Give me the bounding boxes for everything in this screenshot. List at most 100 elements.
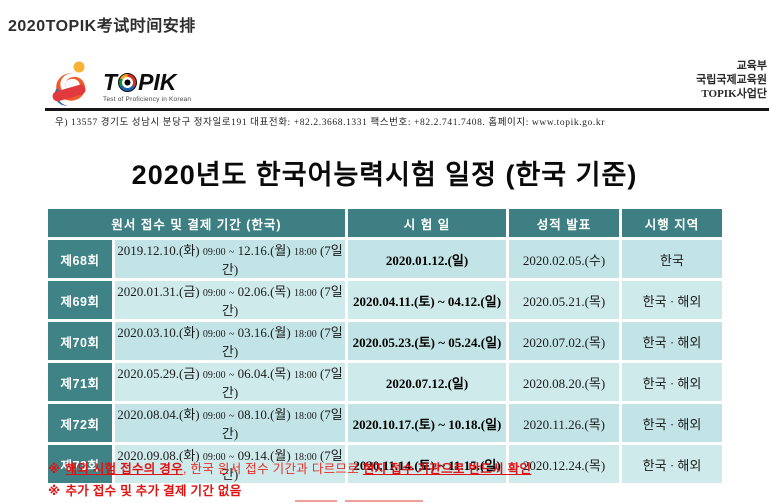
exam-date: 2020.05.23.(토) ~ 05.24.(일): [348, 322, 507, 360]
region: 한국: [622, 240, 723, 278]
period-duration: (7일간): [221, 325, 343, 359]
asterisk-marker: ※: [48, 483, 61, 498]
period-duration: (7일간): [221, 366, 343, 400]
table-row: 제69회 2020.01.31.(금) 09:00 ~ 02.06.(목) 18…: [48, 281, 723, 319]
topik-logotype: T PIK Test of Proficiency in Korean: [103, 69, 192, 104]
schedule-table: 원서 접수 및 결제 기간 (한국) 시 험 일 성적 발표 시행 지역 제68…: [45, 206, 725, 486]
agency-line-3: TOPIK사업단: [701, 87, 767, 100]
period-end-time: 18:00: [293, 329, 317, 340]
exam-date: 2020.07.12.(일): [348, 363, 507, 401]
footnote-strong-1: 해외 시험 접수의 경우: [65, 462, 183, 476]
registration-period: 2019.12.10.(화) 09:00 ~ 12.16.(월) 18:00 (…: [115, 240, 346, 278]
period-start-time: 09:00: [202, 247, 226, 258]
period-start-date: 2020.05.29.(금): [117, 366, 200, 381]
period-start-date: 2019.12.10.(화): [117, 243, 200, 258]
agency-line-1: 교육부: [736, 60, 767, 72]
registration-period: 2020.05.29.(금) 09:00 ~ 06.04.(목) 18:00 (…: [115, 363, 346, 401]
round-label: 제69회: [48, 281, 112, 319]
table-row: 제72회 2020.08.04.(화) 09:00 ~ 08.10.(월) 18…: [48, 404, 723, 442]
period-start-date: 2020.01.31.(금): [117, 284, 200, 299]
period-end-time: 18:00: [293, 288, 317, 299]
registration-period: 2020.08.04.(화) 09:00 ~ 08.10.(월) 18:00 (…: [115, 404, 346, 442]
period-start-time: 09:00: [202, 329, 226, 340]
exam-date: 2020.01.12.(일): [348, 240, 507, 278]
agency-block: 교육부 국립국제교육원 TOPIK사업단: [696, 60, 767, 101]
table-row: 제71회 2020.05.29.(금) 09:00 ~ 06.04.(목) 18…: [48, 363, 723, 401]
period-end-date: 02.06.(목): [237, 284, 291, 299]
round-label: 제68회: [48, 240, 112, 278]
period-duration: (7일간): [221, 448, 343, 482]
round-label: 제70회: [48, 322, 112, 360]
letterhead: T PIK Test of Proficiency in Korean 교육부 국…: [45, 60, 769, 108]
region: 한국 · 해외: [622, 363, 723, 401]
contact-line: 우) 13557 경기도 성남시 분당구 정자일로191 대표전화: +82.2…: [55, 118, 605, 128]
exam-date: 2020.10.17.(토) ~ 10.18.(일): [348, 404, 507, 442]
exam-date: 2020.04.11.(토) ~ 04.12.(일): [348, 281, 507, 319]
topik-logo-swirl-icon: [52, 61, 86, 106]
registration-period: 2020.01.31.(금) 09:00 ~ 02.06.(목) 18:00 (…: [115, 281, 346, 319]
period-start-time: 09:00: [202, 452, 226, 463]
period-separator: ~: [228, 329, 235, 340]
period-start-time: 09:00: [202, 411, 226, 422]
period-duration: (7일간): [221, 284, 343, 318]
period-separator: ~: [228, 370, 235, 381]
cutoff-text-fragment: [345, 500, 423, 502]
period-separator: ~: [228, 452, 235, 463]
letterhead-divider: [45, 108, 769, 111]
period-duration: (7일간): [221, 407, 343, 441]
asterisk-marker: ※: [48, 462, 61, 476]
region: 한국 · 해외: [622, 404, 723, 442]
period-end-date: 12.16.(월): [237, 243, 291, 258]
period-end-date: 08.10.(월): [237, 407, 291, 422]
registration-period: 2020.03.10.(화) 09:00 ~ 03.16.(월) 18:00 (…: [115, 322, 346, 360]
registration-period: 2020.09.08.(화) 09:00 ~ 09.14.(월) 18:00 (…: [115, 445, 346, 483]
schedule-title: 2020년도 한국어능력시험 일정 (한국 기준): [131, 160, 638, 190]
period-end-time: 18:00: [293, 411, 317, 422]
table-row: 제73회 2020.09.08.(화) 09:00 ~ 09.14.(월) 18…: [48, 445, 723, 483]
result-date: 2020.02.05.(수): [509, 240, 620, 278]
period-start-date: 2020.08.04.(화): [117, 407, 200, 422]
brand-letters-pik: PIK: [138, 69, 177, 95]
period-end-time: 18:00: [293, 370, 317, 381]
period-start-time: 09:00: [202, 370, 226, 381]
period-end-time: 18:00: [293, 452, 317, 463]
table-row: 제70회 2020.03.10.(화) 09:00 ~ 03.16.(월) 18…: [48, 322, 723, 360]
topik-logo: T PIK Test of Proficiency in Korean: [45, 60, 191, 108]
period-separator: ~: [228, 247, 235, 258]
period-separator: ~: [228, 411, 235, 422]
round-label: 제73회: [48, 445, 112, 483]
period-end-date: 09.14.(월): [237, 448, 291, 463]
footnote-text: 추가 접수 및 추가 결제 기간 없음: [65, 483, 242, 498]
period-start-date: 2020.03.10.(화): [117, 325, 200, 340]
cutoff-text-fragment: [295, 500, 337, 502]
agency-line-2: 국립국제교육원: [696, 73, 767, 86]
period-separator: ~: [228, 288, 235, 299]
footnote-mid: , 한국 원서 접수 기간과 다르므로: [182, 462, 363, 476]
brand-letter-t: T: [103, 69, 118, 95]
col-header-period: 원서 접수 및 결제 기간 (한국): [48, 209, 346, 237]
col-header-exam-date: 시 험 일: [348, 209, 507, 237]
page-title: 2020TOPIK考试时间安排: [8, 18, 196, 35]
table-row: 제68회 2019.12.10.(화) 09:00 ~ 12.16.(월) 18…: [48, 240, 723, 278]
footnote-strong-2: 현지 접수 기관으로 반드시 확인: [362, 462, 532, 476]
result-date: 2020.08.20.(목): [509, 363, 620, 401]
region: 한국 · 해외: [622, 445, 723, 483]
table-header-row: 원서 접수 및 결제 기간 (한국) 시 험 일 성적 발표 시행 지역: [48, 209, 723, 237]
period-start-date: 2020.09.08.(화): [117, 448, 200, 463]
period-duration: (7일간): [221, 243, 343, 277]
round-label: 제72회: [48, 404, 112, 442]
col-header-result-date: 성적 발표: [509, 209, 620, 237]
period-end-date: 06.04.(목): [237, 366, 291, 381]
round-label: 제71회: [48, 363, 112, 401]
topik-o-globe-icon: [118, 73, 138, 92]
footnote-overseas: ※ 해외 시험 접수의 경우, 한국 원서 접수 기간과 다르므로 현지 접수 기…: [48, 459, 531, 481]
logo-tagline: Test of Proficiency in Korean: [103, 96, 192, 103]
exam-date: 2020.11.14.(토) ~ 11.15.(일): [348, 445, 507, 483]
period-start-time: 09:00: [202, 288, 226, 299]
result-date: 2020.05.21.(목): [509, 281, 620, 319]
result-date: 2020.07.02.(목): [509, 322, 620, 360]
col-header-region: 시행 지역: [622, 209, 723, 237]
period-end-time: 18:00: [293, 247, 317, 258]
period-end-date: 03.16.(월): [237, 325, 291, 340]
footnote-no-extension: ※ 추가 접수 및 추가 결제 기간 없음: [48, 481, 531, 503]
